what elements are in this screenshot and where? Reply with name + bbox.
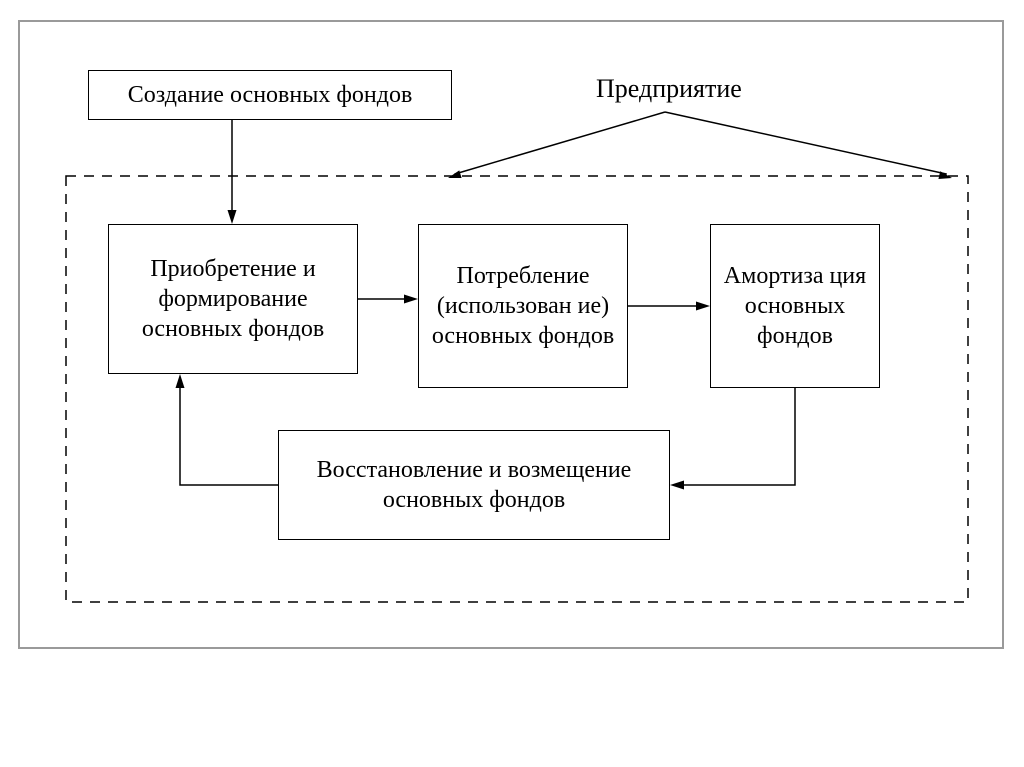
node-acquire-text: Приобретение и формирование основных фон… — [117, 254, 349, 344]
node-restore-text: Восстановление и возмещение основных фон… — [287, 455, 661, 515]
node-consume: Потребление (использован ие) основных фо… — [418, 224, 628, 388]
node-creation: Создание основных фондов — [88, 70, 452, 120]
node-acquire: Приобретение и формирование основных фон… — [108, 224, 358, 374]
node-creation-text: Создание основных фондов — [128, 80, 413, 110]
node-amort: Амортиза ция основных фондов — [710, 224, 880, 388]
node-consume-text: Потребление (использован ие) основных фо… — [427, 261, 619, 351]
node-amort-text: Амортиза ция основных фондов — [719, 261, 871, 351]
node-restore: Восстановление и возмещение основных фон… — [278, 430, 670, 540]
enterprise-label: Предприятие — [596, 74, 742, 104]
